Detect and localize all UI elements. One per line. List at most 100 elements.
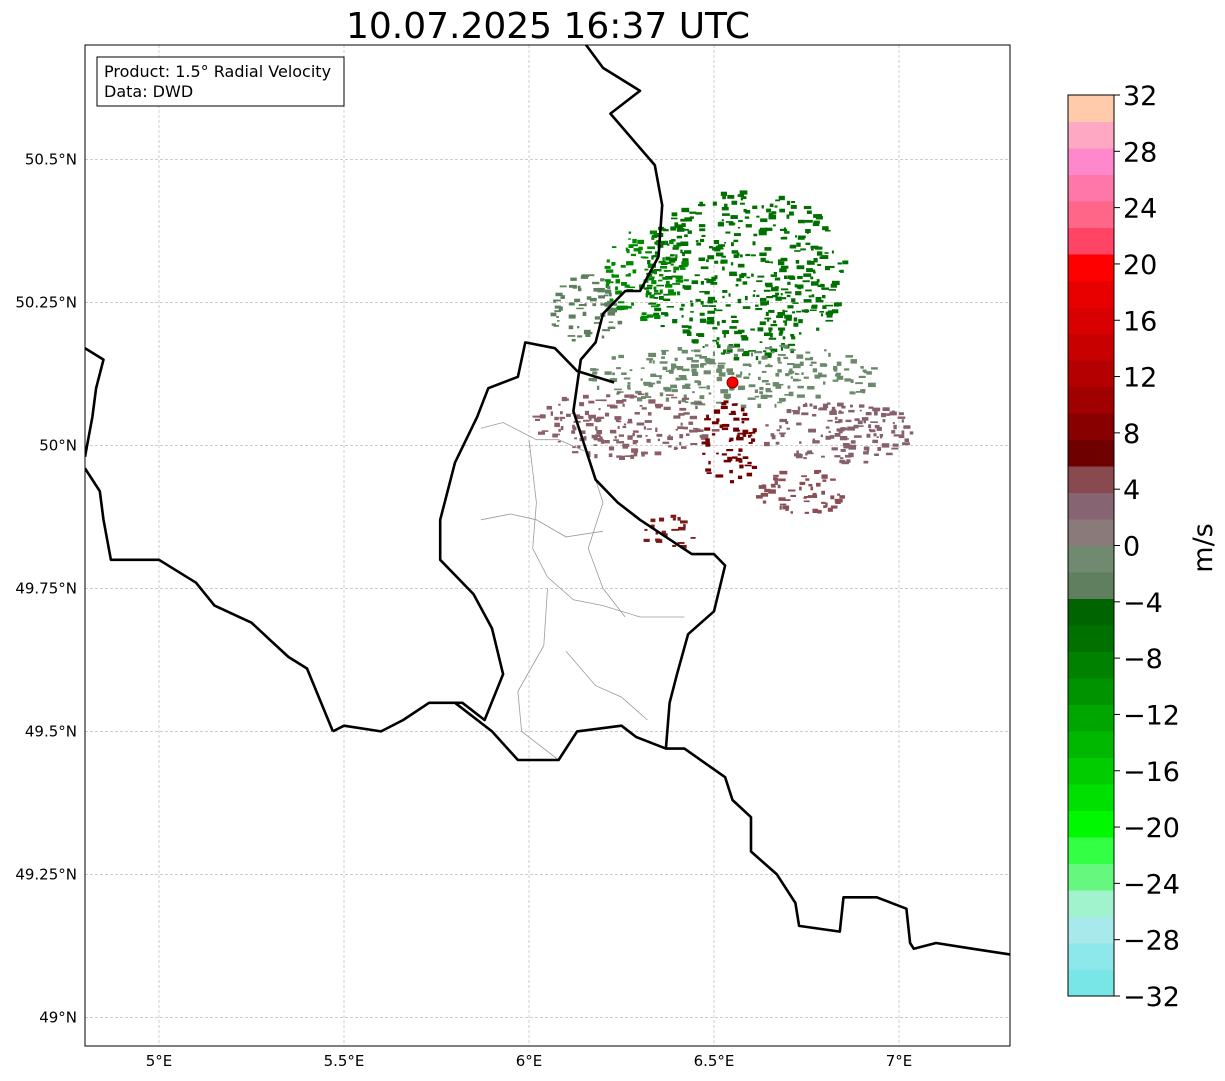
radar-pixel: [627, 419, 631, 423]
radar-pixel: [809, 403, 813, 407]
radar-pixel: [805, 478, 810, 481]
radar-pixel: [608, 292, 612, 297]
radar-pixel: [647, 284, 653, 287]
radar-pixel: [740, 404, 747, 409]
radar-pixel: [758, 231, 767, 236]
radar-pixel: [688, 325, 692, 329]
radar-pixel: [649, 230, 657, 235]
radar-pixel: [782, 236, 788, 240]
radar-pixel: [673, 270, 677, 273]
radar-pixel: [813, 258, 818, 263]
radar-pixel: [695, 240, 699, 243]
radar-pixel: [773, 320, 777, 324]
radar-pixel: [676, 366, 684, 371]
radar-pixel: [703, 370, 711, 375]
radar-pixel: [706, 259, 709, 263]
radar-pixel: [629, 369, 633, 372]
radar-pixel: [815, 394, 821, 399]
radar-pixel: [640, 378, 643, 381]
radar-pixel: [733, 353, 738, 357]
radar-pixel: [613, 439, 619, 441]
radar-pixel: [652, 255, 659, 258]
radar-pixel: [655, 405, 662, 409]
radar-pixel: [777, 354, 786, 356]
radar-pixel: [787, 305, 794, 309]
radar-pixel: [893, 424, 897, 430]
radar-pixel: [711, 433, 716, 436]
radar-pixel: [768, 309, 775, 313]
radar-pixel: [737, 453, 741, 456]
radar-pixel: [605, 281, 610, 284]
radar-pixel: [622, 445, 628, 449]
radar-pixel: [644, 268, 649, 271]
radar-pixel: [695, 402, 703, 404]
radar-pixel: [721, 424, 730, 427]
radar-pixel: [742, 432, 747, 437]
radar-pixel: [798, 319, 803, 324]
radar-pixel: [781, 343, 785, 346]
radar-pixel: [682, 252, 685, 257]
radar-pixel: [752, 428, 757, 433]
radar-pixel: [576, 307, 584, 310]
radar-pixel: [756, 215, 760, 218]
radar-pixel: [718, 372, 726, 377]
radar-pixel: [771, 287, 779, 292]
radar-pixel: [672, 247, 679, 250]
radar-pixel: [640, 315, 649, 319]
radar-pixel: [716, 368, 723, 373]
radar-pixel: [770, 348, 778, 353]
radar-pixel: [822, 403, 829, 408]
radar-pixel: [614, 435, 617, 439]
radar-pixel: [697, 381, 702, 386]
radar-pixel: [755, 356, 759, 361]
radar-pixel: [874, 411, 878, 416]
radar-pixel: [632, 430, 639, 433]
radar-pixel: [785, 373, 790, 377]
radar-pixel: [647, 265, 650, 268]
radar-pixel: [748, 384, 756, 388]
radar-pixel: [820, 434, 823, 438]
radar-pixel: [656, 433, 663, 437]
radar-pixel: [668, 434, 671, 437]
country-border: [85, 467, 335, 732]
radar-pixel: [691, 429, 698, 433]
radar-pixel: [705, 438, 710, 443]
radar-pixel: [627, 435, 633, 440]
radar-pixel: [594, 316, 600, 320]
radar-pixel: [741, 421, 745, 424]
radar-pixel: [704, 291, 710, 295]
radar-pixel: [666, 306, 674, 308]
radar-pixel: [804, 511, 809, 514]
radar-pixel: [842, 443, 850, 447]
radar-pixel: [834, 416, 838, 420]
radar-pixel: [774, 477, 779, 481]
radar-pixel: [679, 434, 684, 439]
colorbar-segment: [1068, 943, 1114, 970]
radar-pixel: [707, 310, 716, 314]
radar-pixel: [640, 367, 645, 369]
radar-pixel: [761, 380, 769, 383]
colorbar-segment: [1068, 492, 1114, 520]
radar-pixel: [626, 306, 632, 309]
radar-pixel: [626, 261, 634, 266]
radar-pixel: [838, 410, 842, 413]
radar-pixel: [699, 356, 707, 359]
radar-pixel: [770, 261, 773, 264]
radar-pixel: [811, 414, 817, 417]
radar-pixel: [657, 438, 660, 442]
colorbar-segment: [1068, 413, 1114, 440]
radar-pixel: [728, 223, 736, 225]
radar-pixel: [821, 474, 828, 479]
radar-pixel: [780, 265, 789, 269]
lat-tick-label: 49.75°N: [15, 579, 77, 597]
colorbar-tick-label: 32: [1123, 81, 1157, 112]
radar-pixel: [662, 243, 666, 245]
radar-pixel: [796, 450, 799, 455]
radar-pixel: [741, 196, 747, 199]
radar-pixel: [684, 383, 691, 387]
radar-pixel: [816, 279, 820, 283]
radar-pixel: [560, 417, 563, 422]
radar-pixel: [768, 214, 777, 220]
radar-pixel: [646, 438, 651, 443]
radar-pixel: [720, 260, 725, 264]
